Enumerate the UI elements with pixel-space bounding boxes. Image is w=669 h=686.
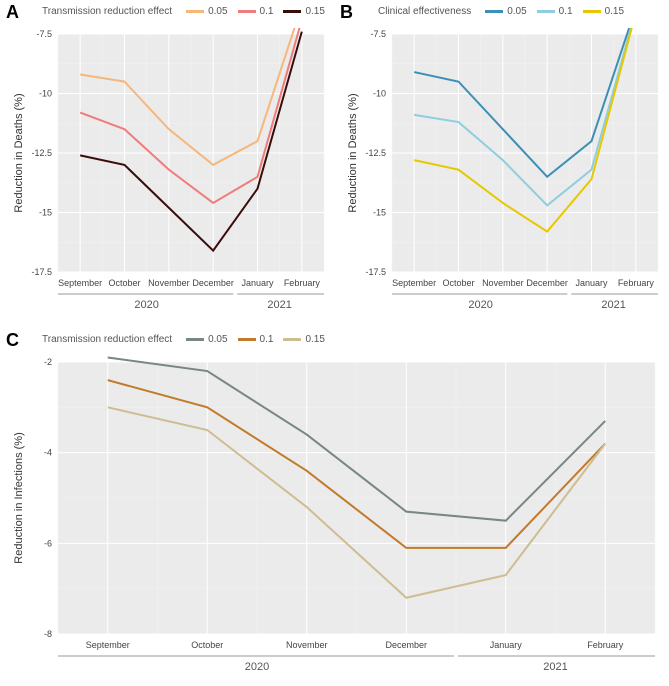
legend-swatch-b-0 bbox=[485, 10, 503, 13]
legend-label-b-0: 0.05 bbox=[507, 6, 526, 17]
svg-text:January: January bbox=[241, 278, 274, 288]
svg-text:February: February bbox=[618, 278, 655, 288]
svg-text:October: October bbox=[108, 278, 140, 288]
svg-text:September: September bbox=[392, 278, 436, 288]
legend-title-a: Transmission reduction effect bbox=[42, 6, 172, 17]
panel-b: -17.5 -15 -12.5 -10 -7.5 September October Nove… bbox=[340, 28, 666, 318]
svg-text:-12.5: -12.5 bbox=[31, 148, 52, 158]
legend-swatch-c-2 bbox=[283, 338, 301, 341]
svg-text:2021: 2021 bbox=[543, 661, 567, 673]
legend-label-a-1: 0.1 bbox=[260, 6, 274, 17]
svg-text:2021: 2021 bbox=[601, 299, 625, 311]
chart-a: -17.5 -15 -12.5 -10 -7.5 September October Nove… bbox=[6, 28, 332, 318]
panel-label-c: C bbox=[6, 330, 19, 351]
svg-text:-2: -2 bbox=[44, 357, 52, 367]
svg-text:December: December bbox=[385, 640, 427, 650]
svg-text:February: February bbox=[284, 278, 321, 288]
legend-label-c-1: 0.1 bbox=[260, 334, 274, 345]
legend-swatch-c-0 bbox=[186, 338, 204, 341]
svg-text:-10: -10 bbox=[39, 89, 52, 99]
legend-title-c: Transmission reduction effect bbox=[42, 334, 172, 345]
legend-swatch-a-2 bbox=[283, 10, 301, 13]
svg-text:-15: -15 bbox=[39, 208, 52, 218]
svg-text:2021: 2021 bbox=[267, 299, 291, 311]
legend-item-c-1: 0.1 bbox=[238, 334, 274, 345]
svg-text:-6: -6 bbox=[44, 538, 52, 548]
svg-text:-17.5: -17.5 bbox=[365, 267, 386, 277]
svg-text:2020: 2020 bbox=[245, 661, 269, 673]
svg-text:Reduction in Deaths (%): Reduction in Deaths (%) bbox=[347, 93, 359, 212]
svg-text:-4: -4 bbox=[44, 448, 52, 458]
legend-item-b-1: 0.1 bbox=[537, 6, 573, 17]
svg-text:2020: 2020 bbox=[468, 299, 492, 311]
svg-text:October: October bbox=[191, 640, 223, 650]
svg-text:-7.5: -7.5 bbox=[370, 29, 386, 39]
panel-c: -8 -6 -4 -2 September October November December… bbox=[6, 356, 663, 680]
panel-label-a: A bbox=[6, 2, 19, 23]
panel-a: -17.5 -15 -12.5 -10 -7.5 September October Nove… bbox=[6, 28, 332, 318]
legend-label-c-0: 0.05 bbox=[208, 334, 227, 345]
legend-item-c-2: 0.15 bbox=[283, 334, 324, 345]
svg-text:January: January bbox=[490, 640, 523, 650]
legend-c: Transmission reduction effect 0.05 0.1 0… bbox=[42, 334, 325, 345]
legend-item-b-2: 0.15 bbox=[583, 6, 624, 17]
svg-text:-8: -8 bbox=[44, 629, 52, 639]
legend-a: Transmission reduction effect 0.05 0.1 0… bbox=[42, 6, 325, 17]
legend-label-a-0: 0.05 bbox=[208, 6, 227, 17]
svg-text:November: November bbox=[148, 278, 190, 288]
svg-text:January: January bbox=[575, 278, 608, 288]
panel-label-b: B bbox=[340, 2, 353, 23]
svg-text:December: December bbox=[526, 278, 568, 288]
legend-swatch-c-1 bbox=[238, 338, 256, 341]
svg-text:Reduction in Deaths (%): Reduction in Deaths (%) bbox=[13, 93, 25, 212]
svg-text:Reduction in Infections (%): Reduction in Infections (%) bbox=[13, 432, 25, 563]
legend-item-a-0: 0.05 bbox=[186, 6, 227, 17]
legend-label-a-2: 0.15 bbox=[305, 6, 324, 17]
legend-title-b: Clinical effectiveness bbox=[378, 6, 471, 17]
legend-item-c-0: 0.05 bbox=[186, 334, 227, 345]
legend-item-b-0: 0.05 bbox=[485, 6, 526, 17]
legend-item-a-2: 0.15 bbox=[283, 6, 324, 17]
legend-swatch-b-1 bbox=[537, 10, 555, 13]
svg-text:-15: -15 bbox=[373, 208, 386, 218]
svg-text:November: November bbox=[482, 278, 524, 288]
legend-label-b-1: 0.1 bbox=[559, 6, 573, 17]
legend-item-a-1: 0.1 bbox=[238, 6, 274, 17]
svg-text:-7.5: -7.5 bbox=[36, 29, 52, 39]
legend-swatch-a-0 bbox=[186, 10, 204, 13]
svg-text:-12.5: -12.5 bbox=[365, 148, 386, 158]
legend-label-b-2: 0.15 bbox=[605, 6, 624, 17]
legend-swatch-b-2 bbox=[583, 10, 601, 13]
chart-b: -17.5 -15 -12.5 -10 -7.5 September October Nove… bbox=[340, 28, 666, 318]
svg-text:November: November bbox=[286, 640, 328, 650]
chart-c: -8 -6 -4 -2 September October November December… bbox=[6, 356, 663, 680]
legend-label-c-2: 0.15 bbox=[305, 334, 324, 345]
svg-text:2020: 2020 bbox=[134, 299, 158, 311]
legend-b: Clinical effectiveness 0.05 0.1 0.15 bbox=[378, 6, 624, 17]
svg-text:December: December bbox=[192, 278, 234, 288]
svg-text:September: September bbox=[58, 278, 102, 288]
svg-text:September: September bbox=[86, 640, 130, 650]
legend-swatch-a-1 bbox=[238, 10, 256, 13]
svg-text:October: October bbox=[442, 278, 474, 288]
svg-text:-10: -10 bbox=[373, 89, 386, 99]
svg-text:February: February bbox=[587, 640, 624, 650]
svg-text:-17.5: -17.5 bbox=[31, 267, 52, 277]
